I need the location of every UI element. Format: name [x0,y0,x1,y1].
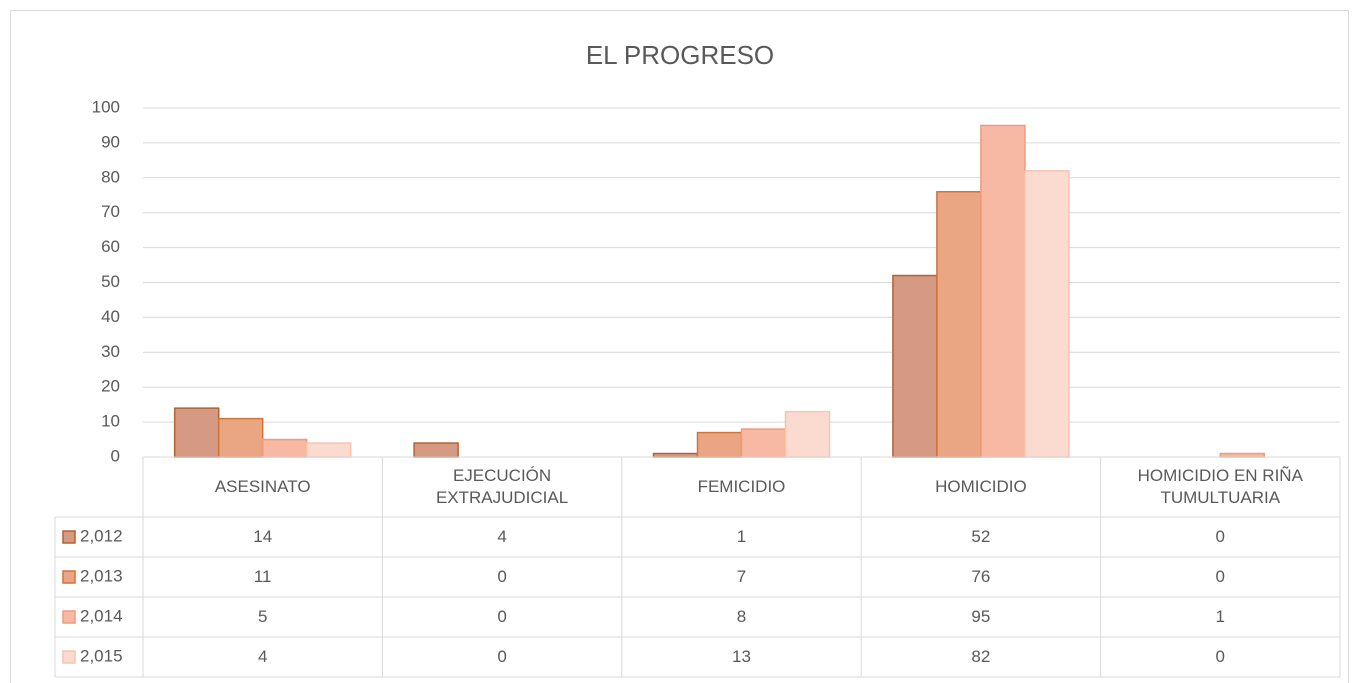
legend-label: 2,015 [80,646,123,665]
table-value: 5 [143,597,382,637]
chart-border [10,10,1349,683]
table-value: 52 [861,517,1100,557]
table-value-text: 0 [497,647,507,666]
category-label-text: FEMICIDIO [697,477,786,496]
y-tick-label: 0 [111,446,120,465]
table-value: 4 [382,517,621,557]
table-value-text: 8 [736,607,747,626]
bar [173,407,220,458]
bar [740,428,787,458]
table-value-text: 4 [257,647,268,666]
y-tick-label: 60 [101,237,120,256]
category-label-text: EJECUCIÓN EXTRAJUDICIAL [435,466,569,507]
table-value-text: 5 [257,607,268,626]
table-value-text: 7 [736,567,747,586]
y-tick-label: 20 [101,377,120,396]
legend-swatch [62,530,76,544]
bar [261,438,308,458]
bar [936,191,982,458]
bar [784,410,831,458]
category-label: FEMICIDIO [622,457,861,517]
y-tick-label: 10 [101,412,120,431]
table-value-text: 0 [1215,527,1226,546]
category-label-text: HOMICIDIO EN RIÑA TUMULTUARIA [1137,466,1303,507]
y-tick-label: 40 [101,307,120,326]
table-value-text: 76 [971,567,991,586]
bar [892,274,938,458]
bar [1024,170,1070,458]
table-value: 0 [1101,517,1340,557]
bar [413,442,459,458]
legend-label: 2,012 [80,526,123,545]
table-value-text: 0 [1215,647,1226,666]
y-tick-label: 50 [101,272,120,291]
table-value-text: 13 [732,647,751,666]
table-value: 82 [861,637,1100,677]
category-label: HOMICIDIO [861,457,1100,517]
table-value-text: 0 [1215,567,1226,586]
legend-label: 2,013 [80,566,123,585]
table-value: 1 [622,517,861,557]
table-value: 0 [1101,557,1340,597]
category-label: HOMICIDIO EN RIÑA TUMULTUARIA [1101,457,1340,517]
chart-title: EL PROGRESO [586,40,774,70]
legend-swatch [62,570,76,584]
table-value-text: 1 [736,527,747,546]
bar [980,124,1026,458]
bar [696,431,743,458]
table-value: 0 [1101,637,1340,677]
table-value: 0 [382,637,621,677]
table-value: 95 [861,597,1100,637]
table-value-text: 4 [497,527,507,546]
table-value-text: 82 [971,647,991,666]
table-value: 14 [143,517,382,557]
table-value: 76 [861,557,1100,597]
table-value-text: 0 [497,607,507,626]
table-value: 11 [143,557,382,597]
y-tick-label: 30 [101,342,120,361]
category-label: EJECUCIÓN EXTRAJUDICIAL [382,457,621,517]
table-value-text: 0 [497,567,507,586]
bar [217,417,264,458]
table-value: 1 [1101,597,1340,637]
table-value: 7 [622,557,861,597]
category-label-text: HOMICIDIO [935,477,1027,496]
table-value: 4 [143,637,382,677]
table-value-text: 14 [253,527,273,546]
category-label: ASESINATO [143,457,382,517]
bar [305,442,352,458]
table-value-text: 1 [1215,607,1226,626]
y-tick-label: 70 [101,202,120,221]
table-value-text: 95 [971,607,991,626]
legend-label: 2,014 [80,606,123,625]
category-label-text: ASESINATO [214,477,311,496]
y-tick-label: 90 [101,132,120,151]
table-value: 13 [622,637,861,677]
table-value: 0 [382,597,621,637]
table-value: 0 [382,557,621,597]
table-value: 8 [622,597,861,637]
table-value-text: 11 [253,567,272,586]
y-tick-label: 100 [92,97,120,116]
legend-swatch [62,610,76,624]
legend-swatch [62,650,76,664]
table-value-text: 52 [971,527,991,546]
y-tick-label: 80 [101,167,120,186]
